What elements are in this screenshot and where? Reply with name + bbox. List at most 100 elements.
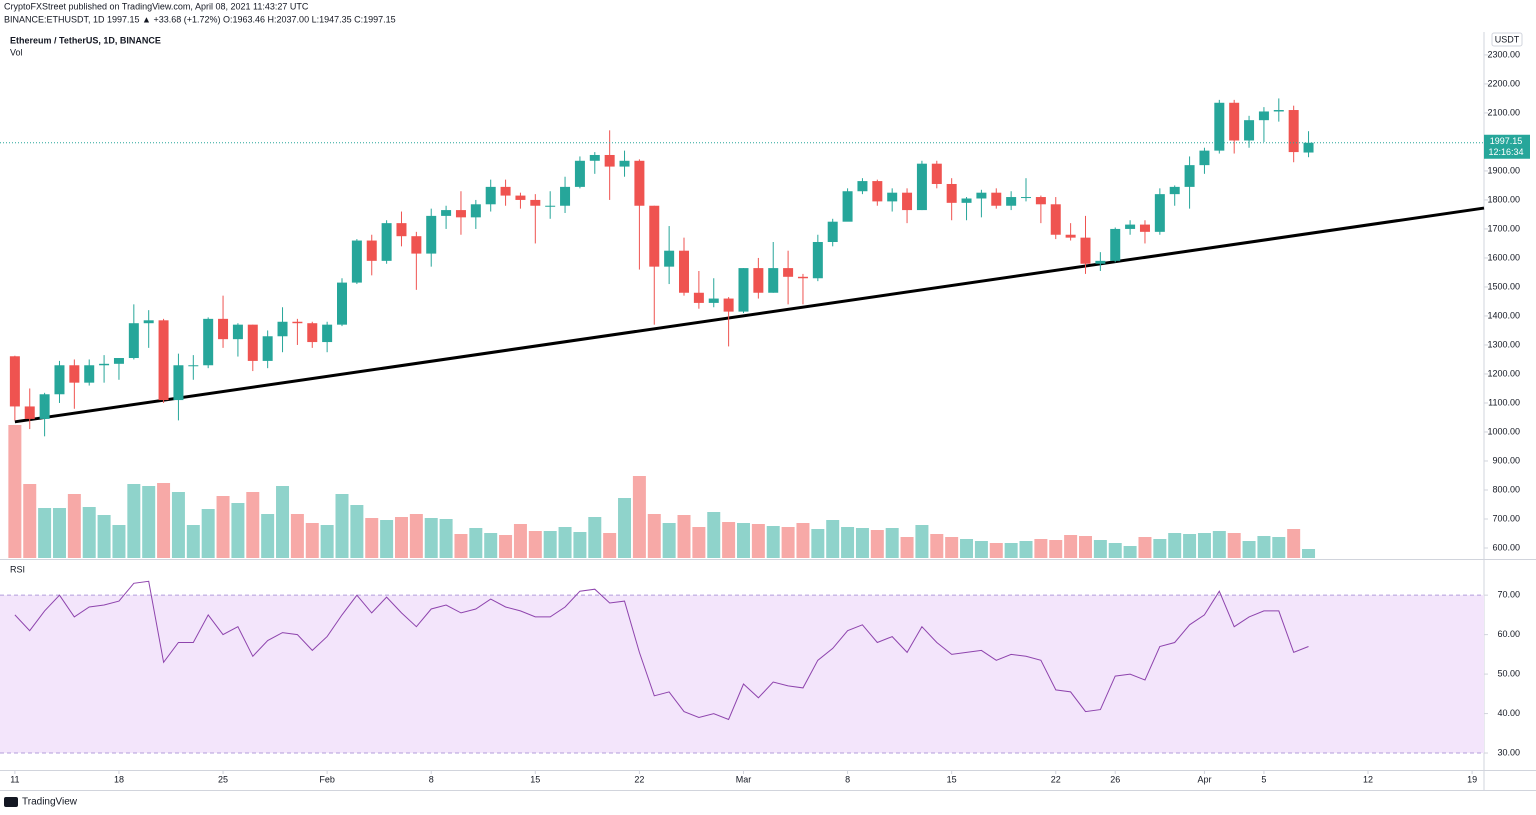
candle-body xyxy=(322,324,333,343)
volume-bar xyxy=(1034,539,1048,558)
candle-body xyxy=(946,183,957,203)
candle-body xyxy=(1050,204,1061,235)
volume-bar xyxy=(380,520,394,558)
y-tick-label: 1500.00 xyxy=(1487,281,1520,291)
volume-bar xyxy=(67,494,81,558)
volume-bar xyxy=(677,515,691,558)
volume-bar xyxy=(1257,536,1271,558)
x-tick-label: Mar xyxy=(736,774,752,784)
last-price-label: 1997.15 xyxy=(1490,136,1523,146)
volume-bar xyxy=(484,533,498,558)
candle-body xyxy=(1273,110,1284,112)
volume-bar xyxy=(82,507,96,558)
y-tick-label: 1000.00 xyxy=(1487,426,1520,436)
candle-body xyxy=(530,199,541,206)
candle-body xyxy=(99,363,110,366)
candle-body xyxy=(738,268,749,312)
candle-body xyxy=(1006,197,1017,206)
volume-bar xyxy=(469,528,483,558)
y-tick-label: 2300.00 xyxy=(1487,49,1520,59)
candle-body xyxy=(827,221,838,242)
last-price-badge xyxy=(1484,134,1530,159)
volume-bar xyxy=(157,483,171,558)
candle-body xyxy=(693,292,704,303)
volume-bar xyxy=(960,539,974,558)
candle-body xyxy=(485,186,496,205)
volume-bar xyxy=(127,484,141,558)
volume-bar xyxy=(276,486,290,558)
volume-bar xyxy=(751,524,765,558)
candle-body xyxy=(783,268,794,277)
volume-bar xyxy=(439,519,453,558)
volume-bar xyxy=(900,537,914,558)
y-tick-label: 2100.00 xyxy=(1487,107,1520,117)
volume-bar xyxy=(692,527,706,558)
volume-bar xyxy=(1064,535,1078,558)
tradingview-logo[interactable]: TradingView xyxy=(4,797,78,808)
volume-bar xyxy=(290,514,304,558)
unit-box[interactable] xyxy=(1491,32,1523,47)
volume-bar xyxy=(112,525,126,558)
volume-bar xyxy=(186,525,200,558)
volume-bar xyxy=(1123,546,1137,558)
x-tick-label: 15 xyxy=(947,774,957,784)
y-tick-label: 1700.00 xyxy=(1487,223,1520,233)
candle-body xyxy=(1258,111,1269,121)
volume-bar xyxy=(915,525,929,558)
candle-body xyxy=(366,240,377,261)
candle-body xyxy=(128,323,139,359)
volume-bar xyxy=(1019,541,1033,558)
x-tick-label: 11 xyxy=(10,774,19,784)
volume-bar xyxy=(662,523,676,558)
volume-bar xyxy=(350,505,364,558)
candle-body xyxy=(500,186,511,196)
y-tick-label: 1400.00 xyxy=(1487,310,1520,320)
candle-body xyxy=(351,240,362,283)
volume-bar xyxy=(365,518,379,558)
volume-bar xyxy=(1168,533,1182,558)
candle-body xyxy=(232,324,243,340)
y-tick-label: 900.00 xyxy=(1492,455,1520,465)
candle-body xyxy=(1303,142,1314,153)
volume-bar xyxy=(945,537,959,558)
volume-bar xyxy=(722,522,736,558)
volume-bar xyxy=(558,527,572,558)
candle-body xyxy=(1139,224,1150,232)
volume-bar xyxy=(930,534,944,558)
volume-bar xyxy=(1272,537,1286,558)
candle-body xyxy=(1021,197,1032,199)
candle-body xyxy=(39,394,50,419)
symbol-line: BINANCE:ETHUSDT, 1D 1997.15 ▲ +33.68 (+1… xyxy=(4,14,396,24)
volume-bar xyxy=(573,532,587,558)
candle-body xyxy=(574,160,585,187)
volume-bar xyxy=(424,518,438,558)
candle-body xyxy=(797,276,808,279)
x-tick-label: 22 xyxy=(1051,774,1061,784)
volume-bar xyxy=(885,528,899,558)
candle-body xyxy=(173,365,184,401)
candle-body xyxy=(1169,186,1180,195)
candle-body xyxy=(9,356,20,407)
candle-body xyxy=(1065,234,1076,238)
candle-body xyxy=(1184,165,1195,187)
volume-bar xyxy=(1197,533,1211,558)
volume-bar xyxy=(1108,543,1122,558)
candle-body xyxy=(337,282,348,325)
volume-bar xyxy=(231,503,245,558)
candle-body xyxy=(589,154,600,161)
volume-bar xyxy=(171,492,185,558)
candle-body xyxy=(188,365,199,367)
volume-bar xyxy=(513,524,527,558)
volume-bar xyxy=(454,534,468,558)
volume-bar xyxy=(1004,543,1018,558)
candle-body xyxy=(768,268,779,293)
candle-body xyxy=(753,268,764,293)
candle-body xyxy=(723,298,734,312)
y-tick-label: 600.00 xyxy=(1492,542,1520,552)
y-tick-label: 800.00 xyxy=(1492,484,1520,494)
volume-bar xyxy=(1287,529,1301,558)
volume-bar xyxy=(841,527,855,558)
candle-body xyxy=(1035,197,1046,205)
volume-bar xyxy=(23,484,37,558)
